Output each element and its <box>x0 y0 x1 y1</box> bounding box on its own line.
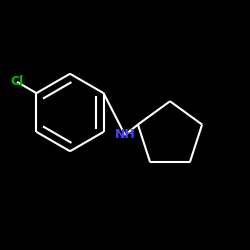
Text: NH: NH <box>114 128 136 141</box>
Text: Cl: Cl <box>10 75 24 88</box>
